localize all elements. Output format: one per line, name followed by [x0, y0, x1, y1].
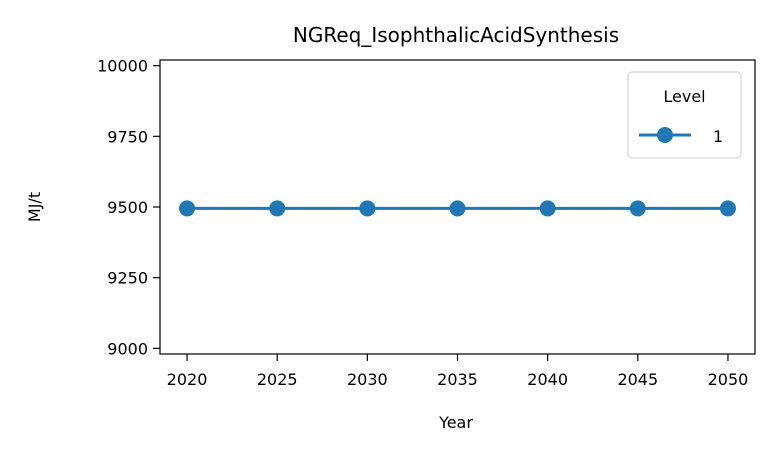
x-tick-label: 2050	[708, 370, 749, 389]
legend-box	[627, 71, 742, 159]
data-point	[449, 200, 466, 217]
legend-label: 1	[713, 127, 723, 146]
legend: Level 1	[627, 71, 742, 159]
y-tick-label: 9500	[107, 198, 148, 217]
x-tick-label: 2030	[347, 370, 388, 389]
y-axis-ticks: 9000 9250 9500 9750 10000	[97, 57, 160, 358]
y-tick-label: 9000	[107, 339, 148, 358]
x-tick-label: 2025	[257, 370, 298, 389]
y-tick-label: 10000	[97, 57, 148, 76]
legend-entries: 1	[639, 127, 723, 146]
x-tick-label: 2045	[617, 370, 658, 389]
data-point	[539, 200, 556, 217]
plot-frame	[159, 59, 756, 355]
x-tick-label: 2020	[167, 370, 208, 389]
chart-title: NGReq_IsophthalicAcidSynthesis	[293, 23, 619, 47]
x-axis-ticks: 2020 2025 2030 2035 2040 2045 2050	[167, 354, 749, 389]
data-point	[359, 200, 376, 217]
series-layer	[179, 200, 736, 217]
legend-title: Level	[663, 87, 705, 106]
data-point	[719, 200, 736, 217]
data-point	[629, 200, 646, 217]
data-point	[269, 200, 286, 217]
y-tick-label: 9250	[107, 269, 148, 288]
x-axis-label: Year	[438, 413, 473, 432]
y-tick-label: 9750	[107, 127, 148, 146]
x-tick-label: 2040	[527, 370, 568, 389]
legend-marker	[657, 127, 673, 143]
data-point	[179, 200, 196, 217]
x-tick-label: 2035	[437, 370, 478, 389]
y-axis-label: MJ/t	[25, 192, 44, 222]
plot-area: 2020 2025 2030 2035 2040 2045 2050 9000 9250 950…	[97, 57, 756, 389]
